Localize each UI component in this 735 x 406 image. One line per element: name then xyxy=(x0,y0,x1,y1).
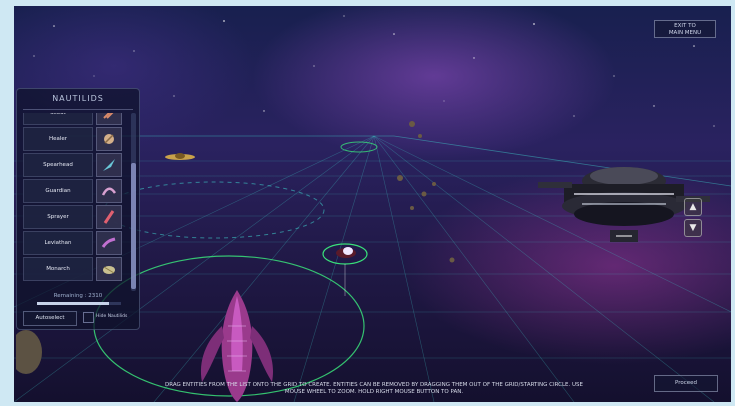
panel-title: NAUTILIDS xyxy=(52,94,104,103)
list-item-label[interactable]: Leviathan xyxy=(23,231,93,255)
nautilid-panel: NAUTILIDS Scout Healer Spearhead Guardia… xyxy=(16,88,140,330)
player-nautilid-creature[interactable] xyxy=(192,286,282,402)
list-item-label[interactable]: Spearhead xyxy=(23,153,93,177)
list-item[interactable]: Sprayer xyxy=(23,205,129,229)
creature-list[interactable]: Scout Healer Spearhead Guardian Sprayer xyxy=(23,113,129,291)
instructions-line1: DRAG ENTITIES FROM THE LIST ONTO THE GRI… xyxy=(165,382,583,388)
leviathan-creature-icon[interactable] xyxy=(96,231,122,255)
dashed-spawn-ring xyxy=(103,181,325,239)
chevron-down-icon[interactable]: ▼ xyxy=(684,219,702,237)
remaining-progress-bar xyxy=(37,302,121,305)
foreground-asteroid xyxy=(16,330,42,374)
exit-label-line1: EXIT TO xyxy=(674,23,696,29)
exit-to-main-menu-button[interactable]: EXIT TO MAIN MENU xyxy=(654,20,716,38)
space-station[interactable] xyxy=(534,146,714,256)
spearhead-creature-icon[interactable] xyxy=(96,153,122,177)
hide-nautilids-label: Hide Nautilids xyxy=(96,314,128,319)
list-item-label[interactable]: Sprayer xyxy=(23,205,93,229)
asteroid-field xyxy=(397,121,455,263)
instructions-text: DRAG ENTITIES FROM THE LIST ONTO THE GRI… xyxy=(134,382,614,396)
list-item[interactable]: Leviathan xyxy=(23,231,129,255)
list-scrollbar[interactable] xyxy=(131,113,136,291)
monarch-creature-icon[interactable] xyxy=(96,257,122,281)
list-item[interactable]: Guardian xyxy=(23,179,129,203)
hide-nautilids-checkbox[interactable] xyxy=(83,312,94,323)
list-item[interactable]: Monarch xyxy=(23,257,129,281)
list-item[interactable]: Spearhead xyxy=(23,153,129,177)
list-item-label[interactable]: Monarch xyxy=(23,257,93,281)
instructions-line2: MOUSE WHEEL TO ZOOM. HOLD RIGHT MOUSE BU… xyxy=(284,389,464,395)
proceed-button[interactable]: Proceed xyxy=(654,375,718,392)
scrollbar-thumb[interactable] xyxy=(131,163,136,289)
guardian-creature-icon[interactable] xyxy=(96,179,122,203)
starfield xyxy=(33,15,715,127)
sprayer-creature-icon[interactable] xyxy=(96,205,122,229)
list-item[interactable]: Scout xyxy=(23,113,129,125)
exit-label-line2: MAIN MENU xyxy=(668,30,702,36)
game-viewport[interactable]: NAUTILIDS Scout Healer Spearhead Guardia… xyxy=(14,6,731,402)
chevron-up-icon[interactable]: ▲ xyxy=(684,198,702,216)
distant-ship[interactable] xyxy=(164,151,196,163)
selection-ring xyxy=(322,243,368,265)
list-item[interactable]: Healer xyxy=(23,127,129,151)
autoselect-button[interactable]: Autoselect xyxy=(23,311,77,326)
list-item-label[interactable]: Healer xyxy=(23,127,93,151)
healer-creature-icon[interactable] xyxy=(96,127,122,151)
selected-enemy-ship[interactable] xyxy=(334,240,360,262)
list-item-label[interactable]: Scout xyxy=(23,113,93,125)
remaining-count: Remaining : 2310 xyxy=(53,293,103,299)
scout-creature-icon[interactable] xyxy=(96,113,122,125)
list-item-label[interactable]: Guardian xyxy=(23,179,93,203)
panel-divider xyxy=(23,109,133,110)
remaining-progress-fill xyxy=(37,302,110,305)
